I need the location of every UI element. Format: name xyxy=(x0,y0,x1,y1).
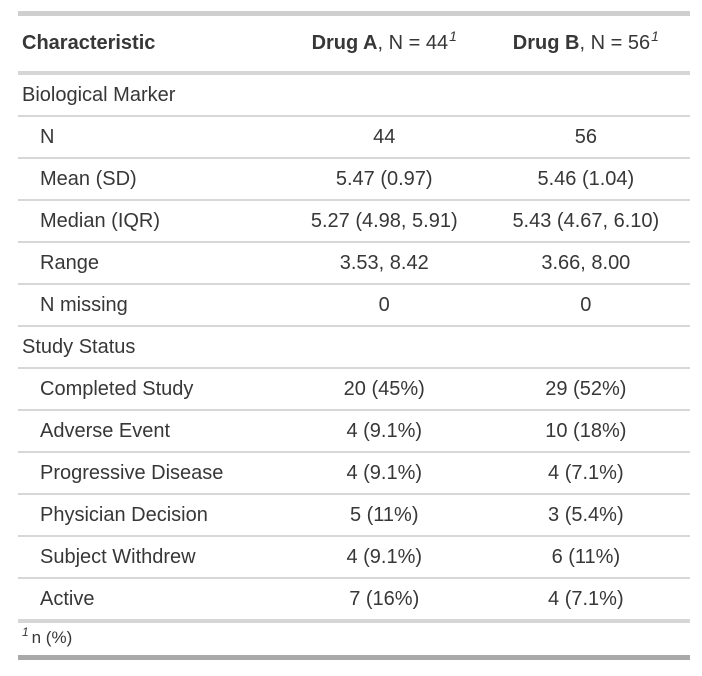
value-drug-b: 4 (7.1%) xyxy=(481,578,690,623)
value-drug-a: 4 (9.1%) xyxy=(286,452,482,495)
value-drug-b: 5.43 (4.67, 6.10) xyxy=(481,200,690,243)
table-row: Mean (SD) 5.47 (0.97) 5.46 (1.04) xyxy=(18,158,690,201)
header-row: Characteristic Drug A, N = 441 Drug B, N… xyxy=(18,13,690,75)
drug-a-n-label: , N = 44 xyxy=(377,32,449,54)
row-label-cell: Adverse Event xyxy=(18,410,287,453)
row-label-cell: Progressive Disease xyxy=(18,452,287,495)
column-header-characteristic: Characteristic xyxy=(18,13,287,75)
footnote-mark: 1 xyxy=(651,28,659,45)
group-header-row: Study Status xyxy=(18,326,690,369)
row-label-cell: Range xyxy=(18,242,287,285)
row-label-cell: Active xyxy=(18,578,287,623)
value-drug-a: 4 (9.1%) xyxy=(286,536,482,579)
value-drug-a: 7 (16%) xyxy=(286,578,482,623)
row-label-cell: N xyxy=(18,116,287,159)
table-row: Physician Decision 5 (11%) 3 (5.4%) xyxy=(18,494,690,537)
row-label-cell: Subject Withdrew xyxy=(18,536,287,579)
table-row: Completed Study 20 (45%) 29 (52%) xyxy=(18,368,690,411)
row-label-cell: Median (IQR) xyxy=(18,200,287,243)
value-drug-a: 44 xyxy=(286,116,482,159)
value-drug-a: 3.53, 8.42 xyxy=(286,242,482,285)
table-row: Active 7 (16%) 4 (7.1%) xyxy=(18,578,690,623)
group-label: Study Status xyxy=(18,326,690,369)
row-label-cell: N missing xyxy=(18,284,287,327)
table-row: Subject Withdrew 4 (9.1%) 6 (11%) xyxy=(18,536,690,579)
value-drug-b: 3.66, 8.00 xyxy=(481,242,690,285)
column-header-drug-a: Drug A, N = 441 xyxy=(286,13,482,75)
table-row: Range 3.53, 8.42 3.66, 8.00 xyxy=(18,242,690,285)
drug-b-n-label: , N = 56 xyxy=(579,32,651,54)
footnote-text: n (%) xyxy=(31,628,73,647)
row-label-cell: Physician Decision xyxy=(18,494,287,537)
value-drug-b: 56 xyxy=(481,116,690,159)
value-drug-b: 4 (7.1%) xyxy=(481,452,690,495)
group-header-row: Biological Marker xyxy=(18,73,690,117)
table-row: N 44 56 xyxy=(18,116,690,159)
value-drug-a: 0 xyxy=(286,284,482,327)
value-drug-b: 29 (52%) xyxy=(481,368,690,411)
table-header: Characteristic Drug A, N = 441 Drug B, N… xyxy=(18,13,690,75)
drug-a-name: Drug A xyxy=(311,32,378,54)
footnote-mark: 1 xyxy=(22,625,29,640)
value-drug-a: 20 (45%) xyxy=(286,368,482,411)
table-row: N missing 0 0 xyxy=(18,284,690,327)
value-drug-a: 5.27 (4.98, 5.91) xyxy=(286,200,482,243)
column-header-drug-b: Drug B, N = 561 xyxy=(481,13,690,75)
group-label: Biological Marker xyxy=(18,73,690,117)
table-body: Biological Marker N 44 56 Mean (SD) 5.47 (0.9… xyxy=(18,73,690,623)
value-drug-b: 5.46 (1.04) xyxy=(481,158,690,201)
summary-table: Characteristic Drug A, N = 441 Drug B, N… xyxy=(18,11,690,660)
value-drug-b: 6 (11%) xyxy=(481,536,690,579)
row-label-cell: Completed Study xyxy=(18,368,287,411)
value-drug-a: 5.47 (0.97) xyxy=(286,158,482,201)
value-drug-a: 5 (11%) xyxy=(286,494,482,537)
footnote-mark: 1 xyxy=(449,28,457,45)
summary-table-container: Characteristic Drug A, N = 441 Drug B, N… xyxy=(18,11,690,660)
value-drug-b: 0 xyxy=(481,284,690,327)
drug-b-name: Drug B xyxy=(512,32,580,54)
value-drug-b: 3 (5.4%) xyxy=(481,494,690,537)
value-drug-a: 4 (9.1%) xyxy=(286,410,482,453)
table-row: Adverse Event 4 (9.1%) 10 (18%) xyxy=(18,410,690,453)
table-row: Progressive Disease 4 (9.1%) 4 (7.1%) xyxy=(18,452,690,495)
row-label-cell: Mean (SD) xyxy=(18,158,287,201)
table-row: Median (IQR) 5.27 (4.98, 5.91) 5.43 (4.67,… xyxy=(18,200,690,243)
value-drug-b: 10 (18%) xyxy=(481,410,690,453)
